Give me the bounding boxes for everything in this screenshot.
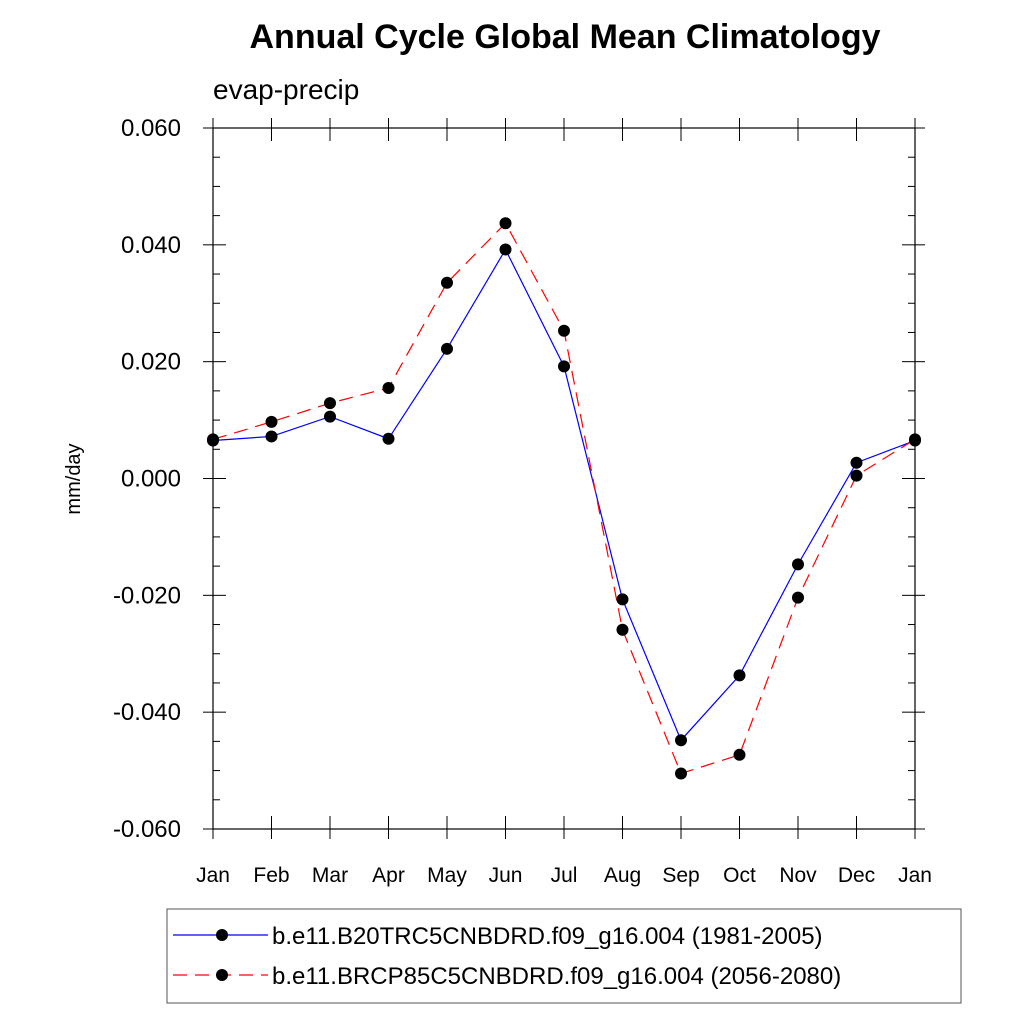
series-2-point (850, 469, 863, 482)
x-tick-label: Jan (196, 864, 230, 887)
legend-label-2: b.e11.BRCP85C5CNBDRD.f09_g16.004 (2056-2… (272, 963, 841, 990)
series-2-point (207, 433, 219, 446)
series-2-point (441, 276, 453, 289)
x-tick-label: May (427, 864, 467, 887)
x-tick-label: Oct (723, 864, 756, 887)
y-tick-label: -0.020 (113, 582, 181, 609)
series-1-point (675, 734, 687, 747)
series-1-point (792, 558, 804, 571)
y-tick-label: 0.000 (121, 466, 181, 493)
series-line-2 (212, 222, 916, 775)
x-tick-label: Dec (838, 864, 875, 887)
series-2-point (792, 591, 804, 604)
series-2-point (499, 217, 512, 230)
legend-marker-2 (216, 969, 228, 981)
series-1-point (616, 593, 629, 606)
series-1-point (382, 432, 395, 445)
legend-marker-1 (216, 929, 228, 941)
series-2-point (382, 381, 395, 394)
x-tick-label: Jan (898, 864, 932, 887)
x-tick-label: Feb (253, 864, 289, 887)
y-tick-label: -0.060 (113, 816, 181, 843)
x-tick-label: Aug (604, 864, 641, 887)
y-tick-label: 0.060 (121, 115, 181, 142)
x-tick-label: Jul (551, 864, 578, 887)
chart-title: Annual Cycle Global Mean Climatology (250, 18, 881, 56)
x-tick-label: Nov (779, 864, 817, 887)
series-line-1 (212, 248, 916, 742)
legend-label-1: b.e11.B20TRC5CNBDRD.f09_g16.004 (1981-20… (272, 923, 823, 950)
y-tick-label: 0.040 (121, 232, 181, 259)
y-axis-label: mm/day (63, 443, 85, 514)
series-2-point (616, 623, 629, 636)
series-1-point (441, 342, 453, 355)
series-1-point (324, 410, 336, 423)
series-1-point (733, 669, 746, 682)
y-tick-label: 0.020 (121, 349, 181, 376)
series-2-point (909, 433, 921, 446)
x-tick-label: Jun (489, 864, 523, 887)
x-tick-label: Mar (312, 864, 348, 887)
legend: b.e11.B20TRC5CNBDRD.f09_g16.004 (1981-20… (166, 908, 962, 1004)
series-2-point (265, 415, 278, 428)
chart-subtitle: evap-precip (213, 74, 359, 105)
series-2-point (675, 767, 687, 780)
y-tick-label: -0.040 (113, 699, 181, 726)
series-2-point (558, 324, 570, 337)
series-layer (207, 217, 921, 780)
series-1-point (850, 456, 863, 469)
series-2-point (733, 748, 746, 761)
legend-box (166, 908, 962, 1004)
series-1-point (558, 360, 570, 373)
x-tick-label: Sep (662, 864, 699, 887)
axes: 0.060 0.040 0.020 0.000 -0.020 -0.040 -0.060 Ja… (113, 115, 932, 887)
plot-frame (212, 127, 916, 830)
x-tick-label: Apr (372, 864, 405, 887)
series-1-point (499, 243, 512, 256)
series-2-point (324, 397, 336, 410)
series-1-point (265, 430, 278, 443)
